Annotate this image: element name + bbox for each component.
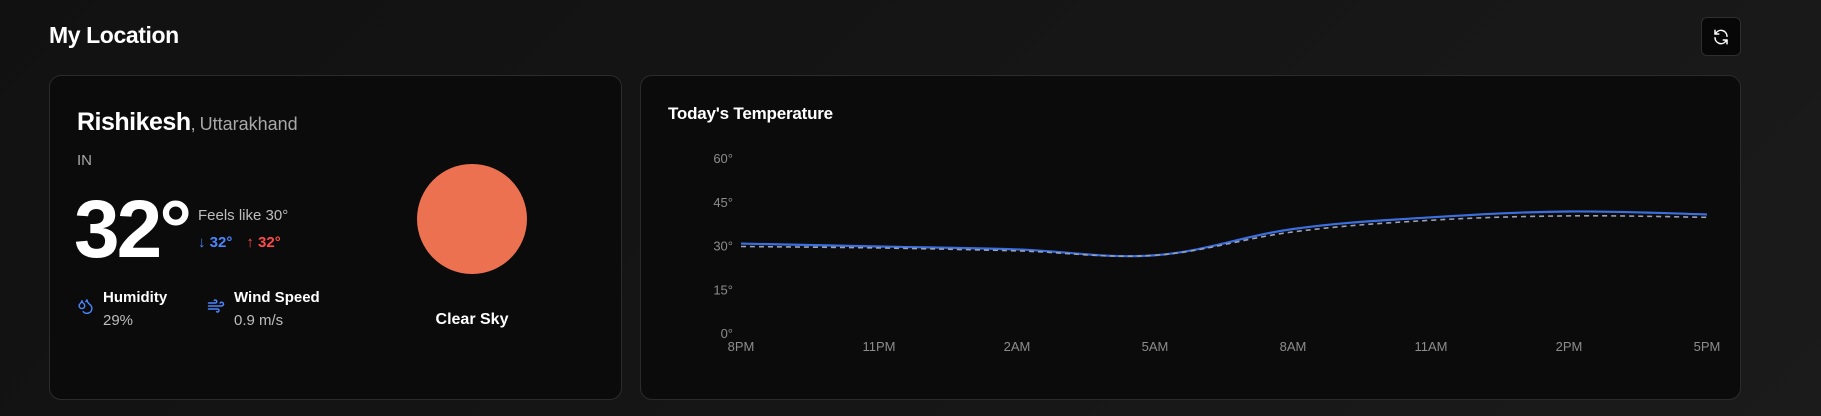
y-tick-label: 60° (713, 151, 733, 166)
temperature-chart: 0° 15° 30° 45° 60° 8PM 11PM 2AM 5AM 8AM 11AM 2PM 5PM (713, 151, 1721, 354)
y-tick-label: 45° (713, 195, 733, 210)
y-tick-label: 15° (713, 282, 733, 297)
series-line-temperature (740, 210, 1708, 258)
y-tick-label: 30° (713, 239, 733, 254)
wind-icon (207, 299, 225, 313)
page-title: My Location (49, 22, 179, 48)
min-max-temperature: ↓ 32° ↑ 32° (198, 234, 281, 251)
weather-condition: Clear Sky (435, 311, 509, 328)
min-temperature: ↓ 32° (198, 234, 232, 251)
x-tick-label: 5AM (1142, 339, 1169, 354)
chart-title: Today's Temperature (668, 104, 833, 123)
x-tick-label: 8PM (728, 339, 755, 354)
location-separator: , (190, 114, 196, 134)
series-line-dashed (740, 214, 1708, 258)
humidity-label: Humidity (103, 289, 168, 306)
region-name: Uttarakhand (199, 114, 298, 134)
x-tick-label: 2PM (1556, 339, 1583, 354)
feels-like: Feels like 30° (198, 207, 289, 224)
wind-speed-value: 0.9 m/s (234, 312, 284, 329)
x-tick-label: 5PM (1694, 339, 1721, 354)
y-tick-label: 0° (721, 326, 733, 341)
current-temperature: 32° (74, 184, 192, 275)
sun-icon (417, 164, 527, 274)
x-tick-label: 11AM (1415, 339, 1448, 354)
min-temperature-value: 32° (209, 234, 233, 251)
max-temperature: ↑ 32° (246, 234, 280, 251)
humidity-stat: Humidity 29% (77, 289, 167, 329)
temperature-chart-card: Today's Temperature 0° 15° 30° 45° 60° 8PM 11P… (640, 75, 1741, 400)
x-tick-label: 8AM (1280, 339, 1307, 354)
wind-speed-stat: Wind Speed 0.9 m/s (207, 289, 320, 329)
city-name: Rishikesh (77, 108, 191, 136)
arrow-up-icon: ↑ (246, 234, 254, 251)
location-heading: Rishikesh , Uttarakhand (77, 108, 298, 137)
refresh-icon (1714, 29, 1728, 44)
current-weather-card: Rishikesh , Uttarakhand IN 32° Feels lik… (49, 75, 622, 400)
refresh-button[interactable] (1701, 17, 1741, 56)
x-tick-label: 2AM (1004, 339, 1031, 354)
max-temperature-value: 32° (258, 234, 281, 251)
arrow-down-icon: ↓ (198, 234, 206, 251)
wind-speed-label: Wind Speed (234, 289, 320, 306)
humidity-value: 29% (103, 312, 134, 329)
droplet-icon (78, 299, 93, 314)
country-code: IN (77, 152, 92, 169)
x-tick-label: 11PM (863, 339, 896, 354)
